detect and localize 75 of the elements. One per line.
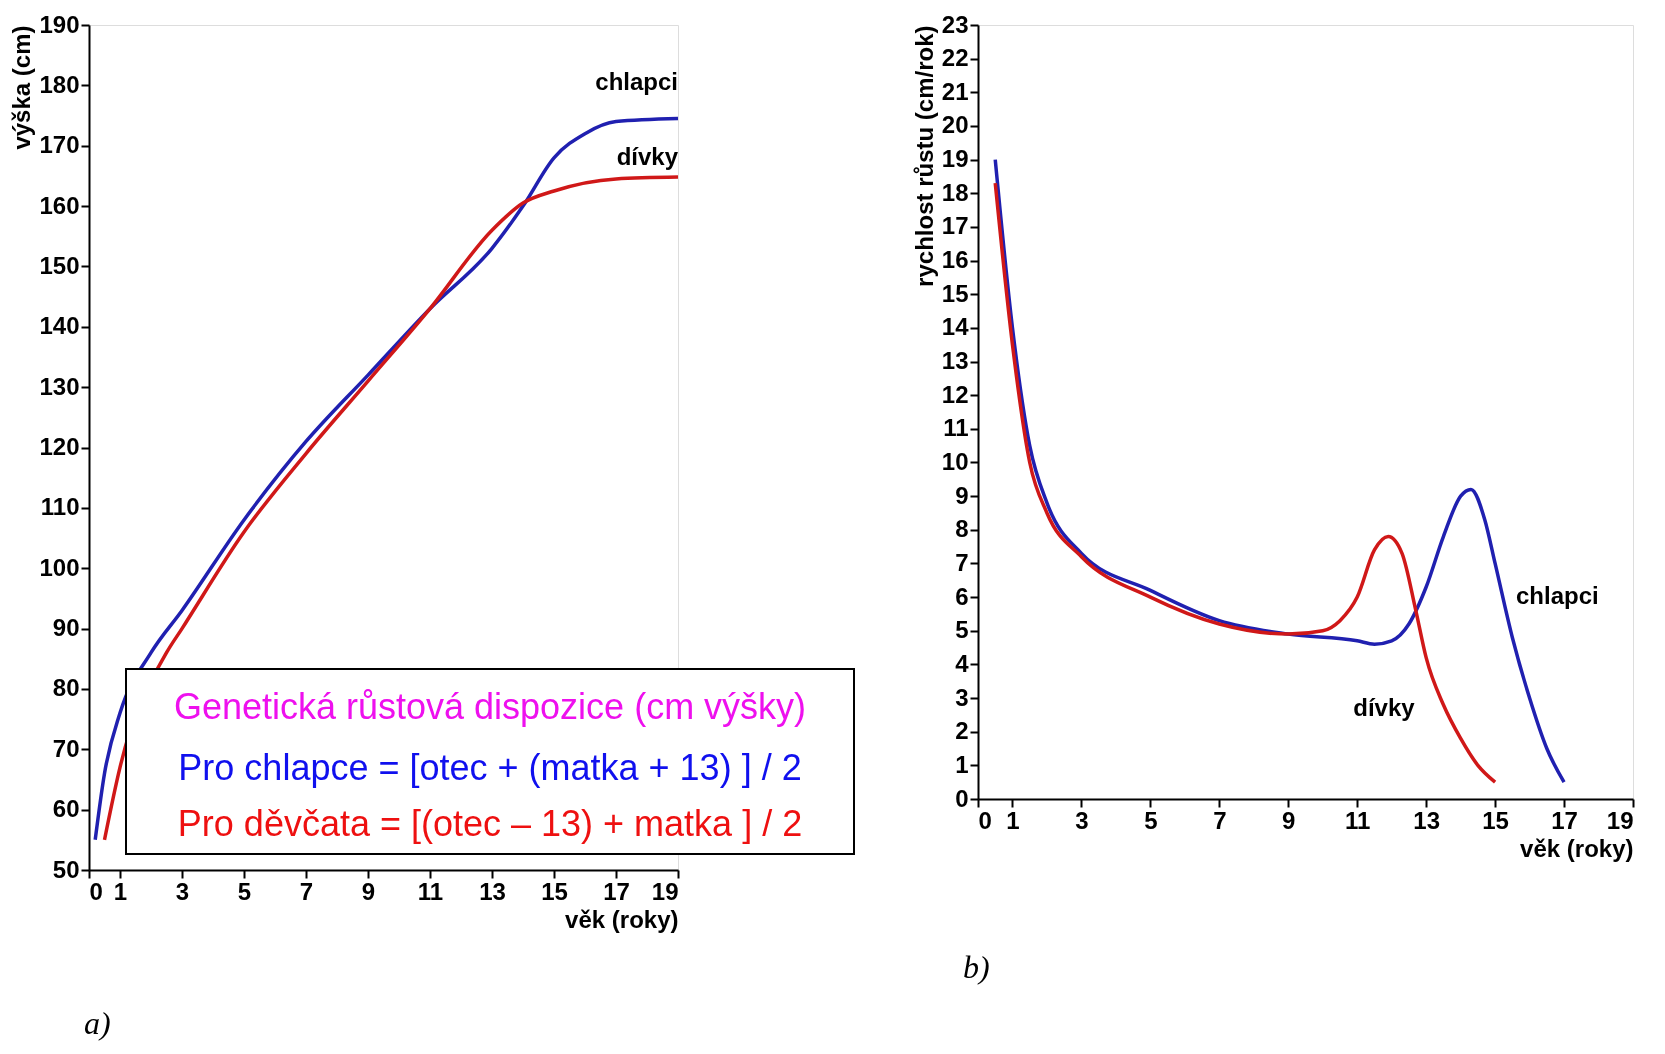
y-tick-label: 17	[941, 212, 969, 240]
y-axis-title: výška (cm)	[8, 25, 36, 150]
y-tick-label: 11	[943, 414, 969, 442]
y-tick-label: 20	[941, 111, 969, 139]
line-series	[993, 181, 1497, 784]
x-tick-label: 1	[1006, 806, 1020, 834]
x-tick-label: 11	[417, 877, 444, 905]
x-tick-label: 0	[89, 877, 103, 905]
y-tick-label: 1	[955, 750, 969, 778]
x-tick-label: 19	[1606, 806, 1634, 834]
y-axis-title: rychlost růstu (cm/rok)	[910, 25, 938, 287]
x-tick-label: 5	[1144, 806, 1158, 834]
annotation: Pro děvčata = [(otec – 13) + matka ] / 2	[177, 803, 803, 844]
y-tick-label: 160	[39, 191, 80, 219]
y-tick-label: 2	[955, 717, 969, 745]
x-tick-label: 19	[651, 877, 679, 905]
x-tick-label: 15	[541, 877, 568, 905]
y-tick-label: 130	[39, 372, 80, 400]
y-tick-label: 6	[955, 582, 969, 610]
x-tick-label: 13	[1413, 806, 1441, 834]
series-label: chlapci	[595, 67, 678, 95]
y-tick-label: 110	[40, 493, 80, 521]
y-tick-label: 70	[52, 734, 80, 762]
series-label: chlapci	[1515, 582, 1599, 610]
x-tick-label: 17	[603, 877, 630, 905]
y-tick-label: 120	[39, 433, 80, 460]
y-tick-label: 3	[955, 683, 969, 711]
x-axis-title: věk (roky)	[1520, 834, 1634, 862]
x-tick-label: 13	[479, 877, 506, 905]
x-tick-label: 7	[1213, 806, 1227, 834]
y-tick-label: 18	[941, 178, 969, 206]
x-tick-label: 9	[361, 877, 376, 905]
text: b)	[963, 949, 990, 985]
y-tick-label: 19	[941, 145, 969, 173]
y-tick-label: 4	[955, 649, 970, 677]
y-tick-label: 50	[52, 855, 80, 883]
y-tick-label: 5	[955, 616, 969, 644]
y-tick-label: 90	[52, 614, 80, 642]
y-tick-label: 21	[941, 77, 969, 105]
y-tick-label: 60	[52, 795, 80, 823]
y-tick-label: 80	[52, 674, 80, 702]
y-tick-label: 10	[941, 447, 969, 475]
series-label: dívky	[1353, 693, 1416, 721]
x-tick-label: 17	[1551, 806, 1578, 834]
y-tick-label: 22	[941, 44, 969, 72]
x-tick-label: 5	[237, 877, 252, 905]
text: a)	[84, 1005, 111, 1041]
x-tick-label: 15	[1482, 806, 1509, 834]
x-tick-label: 0	[978, 806, 992, 834]
y-tick-label: 7	[955, 548, 969, 576]
y-tick-label: 13	[941, 347, 969, 375]
y-tick-label: 8	[955, 515, 969, 543]
y-tick-label: 15	[941, 279, 969, 307]
y-tick-label: 23	[941, 10, 969, 38]
x-tick-label: 11	[1345, 806, 1371, 834]
annotation: Genetická růstová dispozice (cm výšky)	[173, 686, 807, 727]
y-tick-label: 9	[955, 481, 969, 509]
x-tick-label: 7	[299, 877, 314, 905]
y-tick-label: 180	[39, 70, 80, 98]
y-tick-label: 12	[941, 380, 969, 408]
annotation: Pro chlapce = [otec + (matka + 13) ] / 2	[178, 747, 802, 788]
x-tick-label: 3	[175, 877, 190, 905]
y-tick-label: 16	[941, 246, 969, 274]
y-tick-label: 150	[39, 251, 80, 279]
x-tick-label: 1	[113, 877, 128, 905]
y-tick-label: 100	[39, 553, 80, 581]
x-tick-label: 3	[1075, 806, 1089, 834]
x-tick-label: 9	[1282, 806, 1296, 834]
x-axis-title: věk (roky)	[565, 905, 679, 933]
y-tick-label: 14	[941, 313, 970, 341]
series-label: dívky	[616, 143, 679, 171]
y-tick-label: 0	[955, 784, 969, 812]
y-tick-label: 140	[39, 312, 80, 340]
y-tick-label: 190	[39, 10, 80, 38]
y-tick-label: 170	[39, 131, 80, 159]
